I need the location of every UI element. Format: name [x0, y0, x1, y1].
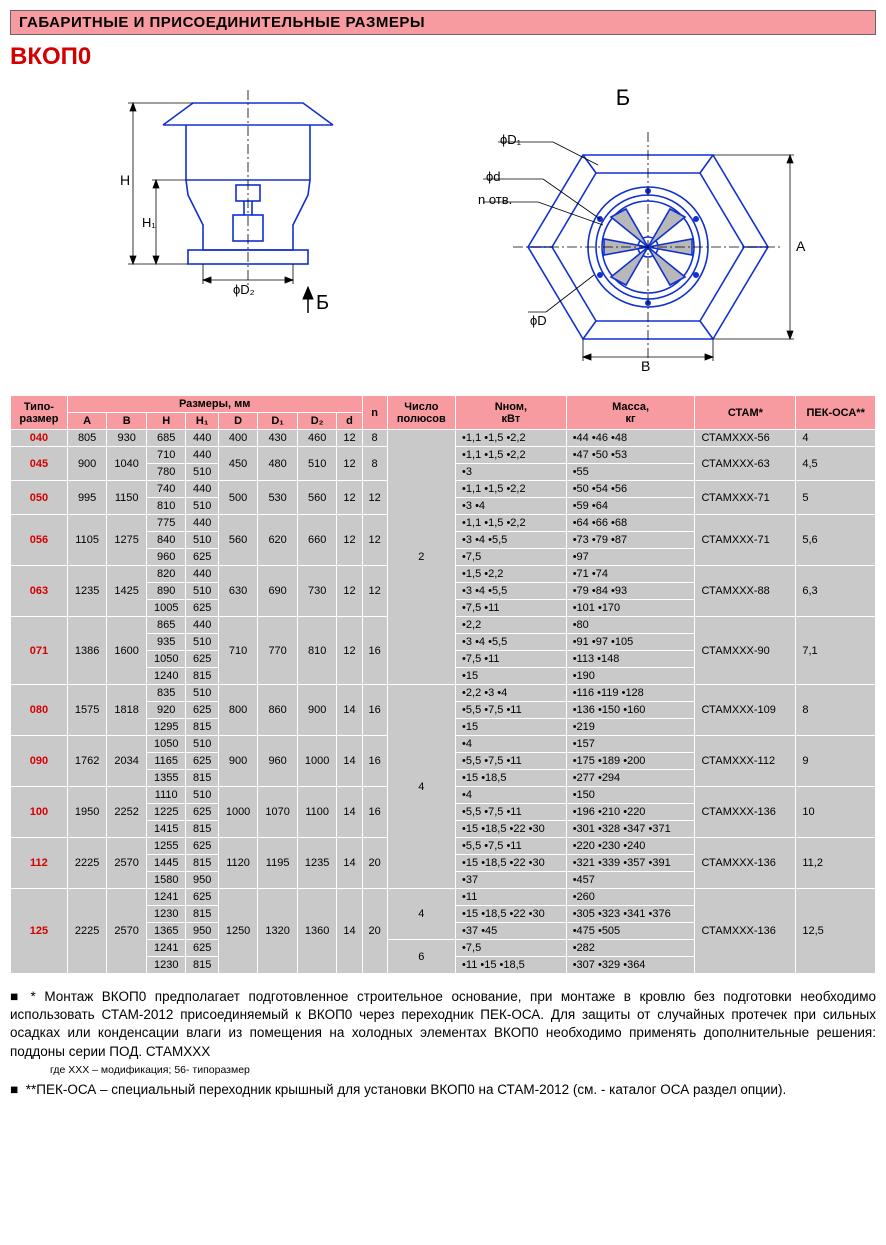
cell-size: 112 [11, 838, 68, 889]
label-notv: n отв. [478, 192, 512, 207]
note-2: **ПЕК-ОСА – специальный переходник крышн… [26, 1082, 786, 1097]
col-Nnom: Nном,кВт [456, 396, 567, 430]
cell-size: 045 [11, 447, 68, 481]
col-stam: СТАМ* [695, 396, 796, 430]
label-phid: ϕd [486, 169, 501, 184]
col-mass: Масса,кг [566, 396, 695, 430]
label-phiD2: ϕD₂ [233, 282, 255, 297]
cell-size: 063 [11, 566, 68, 617]
table-row: 0801575181883551080086090014164•2,2 •3 •… [11, 685, 876, 702]
diagrams-container: H H₁ ϕD₂ Б Б [10, 85, 876, 377]
note-1-sub: где ХХХ – модификация; 56- типоразмер [50, 1063, 876, 1077]
col-poles: Числополюсов [387, 396, 455, 430]
cell-size: 125 [11, 889, 68, 974]
label-H1: H₁ [142, 215, 156, 230]
col-dims-group: Размеры, мм [67, 396, 362, 413]
col-size: Типо-размер [11, 396, 68, 430]
label-H: H [120, 172, 130, 188]
col-n: n [362, 396, 387, 430]
dimensions-table: Типо-размер Размеры, мм n Числополюсов N… [10, 395, 876, 974]
label-phiD1: ϕD₁ [500, 132, 522, 147]
label-phiD: ϕD [530, 313, 547, 328]
cell-size: 080 [11, 685, 68, 736]
diagram-top: Б [438, 85, 808, 377]
diagram-label-right: Б [438, 85, 808, 111]
note-1: * Монтаж ВКОП0 предполагает подготовленн… [10, 989, 876, 1059]
footnotes: ■ * Монтаж ВКОП0 предполагает подготовле… [10, 988, 876, 1099]
model-title: ВКОП0 [10, 43, 876, 71]
diagram-side: H H₁ ϕD₂ Б [78, 85, 398, 377]
table-row: 0408059306854404004304601282•1,1 •1,5 •2… [11, 430, 876, 447]
cell-size: 100 [11, 787, 68, 838]
table-row: 12522252570124162512501320136014204•11•2… [11, 889, 876, 906]
diagram-arrow-label: Б [316, 292, 329, 314]
cell-size: 050 [11, 481, 68, 515]
label-A: А [796, 238, 806, 254]
cell-size: 056 [11, 515, 68, 566]
cell-size: 040 [11, 430, 68, 447]
header-bar: ГАБАРИТНЫЕ И ПРИСОЕДИНИТЕЛЬНЫЕ РАЗМЕРЫ [10, 10, 876, 35]
label-B: В [641, 358, 650, 374]
cell-size: 090 [11, 736, 68, 787]
col-pek: ПЕК-ОСА** [796, 396, 876, 430]
cell-size: 071 [11, 617, 68, 685]
